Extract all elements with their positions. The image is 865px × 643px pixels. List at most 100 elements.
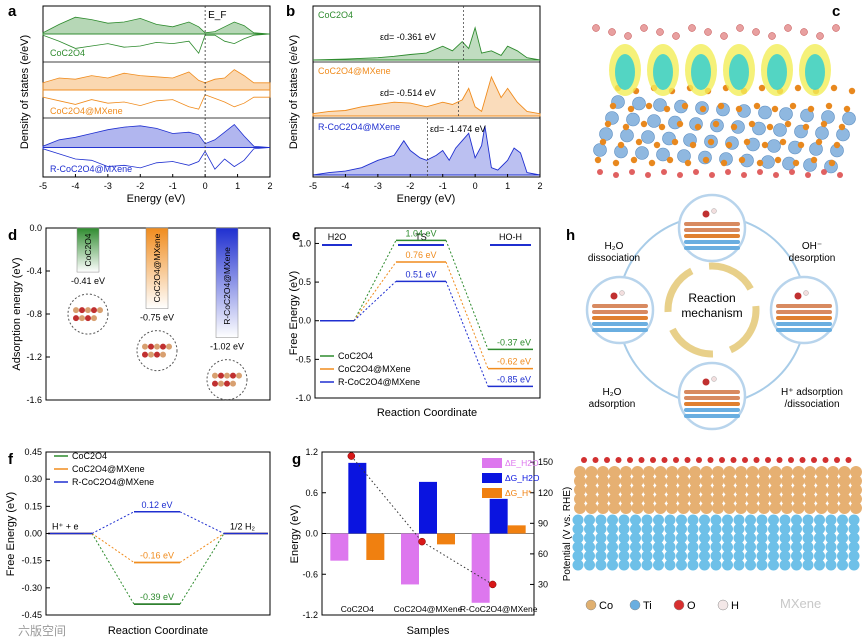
o-atom: [753, 457, 760, 463]
step-label-2-line2: desorption: [789, 253, 836, 264]
c-atom: [627, 105, 635, 113]
ti-atom: [618, 532, 630, 544]
step-label-1-line1: H₂O: [605, 241, 624, 252]
energy-bar: [401, 533, 419, 585]
bar-category-label: CoC2O4@MXene: [152, 233, 162, 302]
ti-atom: [791, 514, 802, 526]
co-atom: [792, 475, 805, 487]
co-atom: [769, 484, 782, 496]
panel-a-series-label-1: CoC2O4: [50, 48, 85, 58]
surface-o-atom: [597, 169, 603, 175]
panel-c-charge-density: [592, 24, 856, 178]
adsorption-bar: [215, 227, 239, 338]
ti-atom: [768, 550, 779, 562]
dos-spin-down-line: [42, 89, 271, 110]
o-atom: [719, 457, 725, 463]
charge-depletion-lobe: [729, 54, 749, 90]
panel-e-frame: [314, 227, 541, 399]
panel-f-paths: H⁺ + e 1/2 H₂ -0.39 eV -0.16 eV 0.12 eV: [48, 500, 268, 605]
o-atom: [730, 457, 737, 463]
co-atom: [620, 493, 632, 505]
ti-atom: [653, 550, 664, 562]
energy-connector: [91, 511, 135, 534]
ti-atom: [641, 541, 653, 553]
ti-atom: [848, 523, 860, 535]
step-label-4-line1: H₂O: [603, 387, 622, 398]
co-atom: [689, 466, 701, 478]
ti-atom: [722, 523, 733, 535]
co-atom: [781, 502, 793, 514]
fermi-level-label: E_F: [208, 10, 226, 21]
ti-atom: [837, 541, 848, 553]
o-atom: [765, 457, 771, 463]
co-atom: [700, 502, 713, 514]
ti-atom: [676, 514, 687, 526]
panel-b-frame: [312, 5, 541, 178]
dos-spin-up-area: [42, 123, 271, 148]
surface-o-atom: [741, 172, 747, 178]
ti-atom: [756, 532, 768, 544]
co-atom: [712, 475, 724, 487]
potential-point: [488, 580, 497, 589]
adsorption-bar: [76, 227, 100, 273]
co-atom: [608, 466, 621, 478]
co-atom: [838, 502, 851, 514]
y-tick-label: -0.6: [302, 569, 318, 579]
ti-atom: [593, 143, 607, 157]
c-atom: [756, 159, 764, 167]
x-tick-label: -2: [406, 181, 414, 191]
co-atom: [631, 475, 644, 487]
c-atom: [712, 120, 720, 128]
slab-layer: [684, 396, 740, 400]
co-atom: [815, 475, 828, 487]
y-tick-label: 0.45: [24, 447, 42, 457]
c-atom: [843, 105, 851, 113]
co-atom: [781, 475, 793, 487]
ti-atom: [572, 550, 584, 562]
co-atom: [597, 484, 609, 496]
ti-atom: [676, 532, 687, 544]
ti-atom: [710, 514, 722, 526]
co-atom: [815, 466, 828, 478]
energy-bar: [471, 533, 490, 603]
o-atom: [604, 457, 610, 463]
x-tick-label: -3: [374, 181, 382, 191]
co-atom: [746, 466, 759, 478]
o-atom: [640, 24, 648, 32]
ti-atom: [687, 514, 699, 526]
energy-connector: [179, 511, 225, 534]
co-atom: [712, 502, 724, 514]
ti-atom: [756, 559, 768, 571]
x-tick-label: -1: [169, 181, 177, 191]
panel-b-series-label-1: CoC2O4: [318, 10, 353, 20]
co-atom: [735, 484, 747, 496]
ti-atom: [641, 514, 653, 526]
ti-atom: [630, 514, 641, 526]
co-atom: [769, 466, 782, 478]
y-tick-label: 0.30: [24, 474, 42, 484]
legend-label: ΔG_H2O: [505, 473, 540, 483]
ti-atom: [653, 559, 664, 571]
ti-atom: [745, 514, 756, 526]
co-atom: [574, 475, 586, 487]
ti-atom: [848, 559, 860, 571]
x-tick-label: 1: [235, 181, 240, 191]
legend-swatch: [482, 458, 502, 468]
panel-f-xlabel: Reaction Coordinate: [108, 625, 208, 637]
ti-atom: [687, 559, 699, 571]
ti-atom: [630, 559, 641, 571]
ti-atom: [814, 514, 825, 526]
c-atom: [738, 156, 746, 164]
co-atom: [631, 493, 644, 505]
ti-atom: [848, 514, 860, 526]
o-atom: [684, 457, 691, 463]
c-atom: [766, 123, 774, 131]
ti-atom: [722, 532, 733, 544]
ti-atom: [584, 514, 595, 526]
surface-o-atom: [773, 172, 779, 178]
ti-atom: [837, 550, 848, 562]
panel-a-xlabel: Energy (eV): [127, 193, 186, 205]
energy-value-label: -0.62 eV: [497, 357, 531, 367]
ti-atom: [802, 559, 814, 571]
o-atom: [592, 457, 599, 463]
